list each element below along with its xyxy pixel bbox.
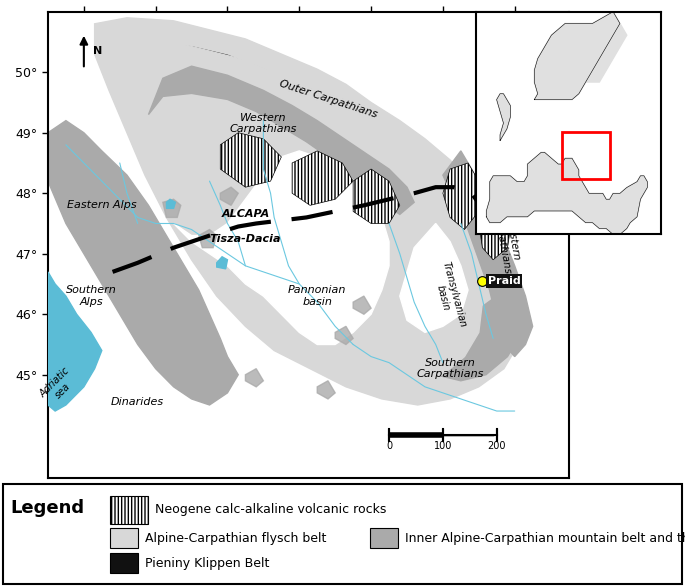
- Polygon shape: [95, 18, 522, 405]
- Polygon shape: [173, 151, 389, 345]
- Text: N: N: [93, 46, 102, 56]
- Text: Southern
Carpathians: Southern Carpathians: [416, 358, 484, 380]
- Text: Western
Carpathians: Western Carpathians: [229, 113, 297, 134]
- Polygon shape: [149, 66, 414, 214]
- Text: Eastern
Carpathians: Eastern Carpathians: [491, 209, 523, 274]
- Bar: [370, 529, 398, 548]
- Text: Alpine-Carpathian flysch belt: Alpine-Carpathian flysch belt: [145, 532, 326, 545]
- Polygon shape: [534, 12, 620, 100]
- Polygon shape: [353, 296, 371, 314]
- Bar: [562, 132, 610, 179]
- Polygon shape: [486, 152, 647, 234]
- Polygon shape: [400, 223, 468, 332]
- Text: 0: 0: [386, 441, 392, 451]
- Text: Transylvanian
basin: Transylvanian basin: [429, 261, 467, 332]
- Text: Neogene calc-alkaline volcanic rocks: Neogene calc-alkaline volcanic rocks: [155, 503, 386, 516]
- Polygon shape: [245, 369, 263, 387]
- Text: 200: 200: [488, 441, 506, 451]
- Text: Dinarides: Dinarides: [111, 397, 164, 407]
- Polygon shape: [48, 272, 102, 411]
- Polygon shape: [216, 257, 227, 269]
- Text: Inner Alpine-Carpathian mountain belt and the Dinarides: Inner Alpine-Carpathian mountain belt an…: [405, 532, 685, 545]
- Polygon shape: [112, 39, 482, 384]
- Bar: [110, 553, 138, 573]
- Polygon shape: [586, 23, 627, 82]
- Polygon shape: [371, 284, 525, 381]
- Text: 100: 100: [434, 441, 452, 451]
- Polygon shape: [335, 326, 353, 345]
- Text: Legend: Legend: [10, 499, 84, 517]
- Polygon shape: [221, 132, 282, 187]
- Polygon shape: [353, 169, 400, 223]
- Polygon shape: [317, 381, 335, 399]
- Text: Outer Carpathians: Outer Carpathians: [277, 79, 378, 120]
- Bar: [110, 529, 138, 548]
- Bar: [110, 496, 148, 524]
- Polygon shape: [443, 163, 479, 230]
- Polygon shape: [292, 151, 353, 205]
- Text: Pieniny Klippen Belt: Pieniny Klippen Belt: [145, 557, 269, 570]
- Text: Pannonian
basin: Pannonian basin: [288, 285, 347, 307]
- Polygon shape: [163, 199, 181, 217]
- Polygon shape: [166, 199, 175, 209]
- Text: ALCAPA: ALCAPA: [221, 209, 269, 219]
- Polygon shape: [221, 187, 238, 205]
- Polygon shape: [127, 43, 436, 217]
- Text: Eastern Alps: Eastern Alps: [67, 200, 136, 210]
- Text: Tisza-Dacia: Tisza-Dacia: [210, 234, 281, 244]
- Polygon shape: [479, 199, 511, 260]
- Text: Adriatic
sea: Adriatic sea: [38, 366, 79, 408]
- Polygon shape: [48, 121, 238, 405]
- Polygon shape: [199, 230, 216, 248]
- Polygon shape: [443, 151, 533, 357]
- Polygon shape: [497, 94, 510, 141]
- Text: Southern
Alps: Southern Alps: [66, 285, 116, 307]
- Text: Praid: Praid: [488, 276, 521, 286]
